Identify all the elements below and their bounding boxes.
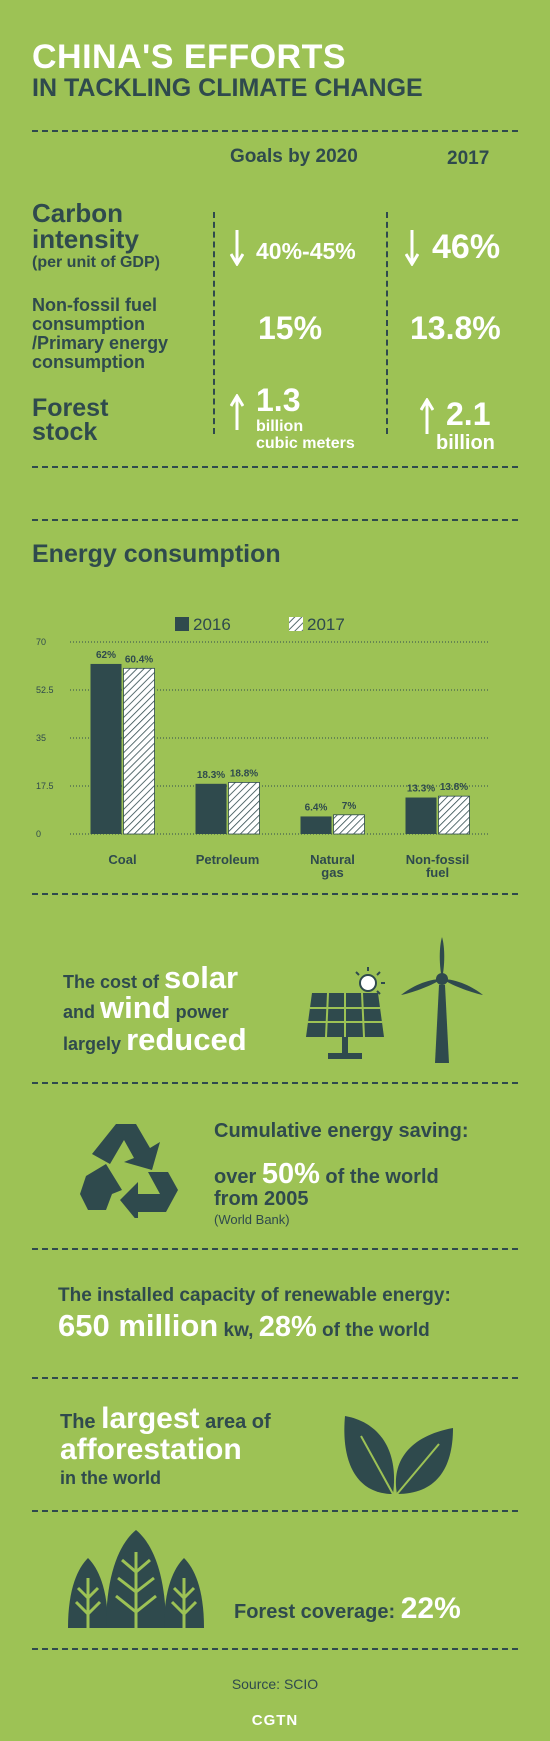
nonfossil-2017-value: 13.8%	[410, 310, 501, 346]
carbon-label-line2: intensity	[32, 224, 139, 254]
reduced-text: largely reduced	[63, 1022, 247, 1057]
bar-2017	[333, 814, 365, 835]
divider	[32, 519, 518, 521]
coverage-text: Forest coverage: 22%	[234, 1592, 461, 1625]
bar-2017	[438, 795, 470, 835]
bar-2017	[228, 782, 260, 835]
forest-goal-unit-line1: billion	[256, 418, 304, 435]
arrow-up-icon	[420, 398, 434, 434]
divider	[32, 1648, 518, 1650]
data-label: 60.4%	[125, 654, 153, 665]
x-category-label: Coal	[108, 852, 136, 867]
legend-swatch-2017	[289, 617, 303, 631]
brand-logo: CGTN	[251, 1712, 299, 1729]
bar-2016	[90, 663, 122, 834]
carbon-2017-value: 46%	[432, 228, 501, 266]
y-tick-label: 52.5	[36, 685, 54, 695]
data-label: 18.8%	[230, 768, 258, 779]
divider	[32, 1377, 518, 1379]
bar-2016	[405, 797, 437, 834]
forest-label-line2: stock	[32, 418, 98, 446]
x-category-label: Natural	[310, 852, 355, 867]
x-category-label: Petroleum	[196, 852, 260, 867]
forest-2017-unit: billion	[436, 432, 495, 454]
column-header-goals: Goals by 2020	[230, 146, 358, 167]
data-label: 6.4%	[305, 802, 328, 813]
divider	[32, 1082, 518, 1084]
solar-text: The cost of solar	[63, 960, 239, 995]
y-tick-label: 17.5	[36, 781, 54, 791]
column-header-2017: 2017	[447, 148, 490, 169]
divider	[32, 893, 518, 895]
bar-2016	[300, 816, 332, 834]
page-title: CHINA'S EFFORTS	[32, 38, 347, 76]
arrow-down-icon	[405, 230, 419, 266]
afforest-line3: in the world	[60, 1468, 161, 1488]
nonfossil-goal-value: 15%	[258, 310, 323, 346]
divider	[32, 1510, 518, 1512]
arrow-down-icon	[230, 230, 244, 266]
energy-chart: 2016 2017 0 17.5 35 52.5 70 62% 60.4% Coal 18.3…	[36, 615, 490, 880]
wind-turbine-icon	[401, 937, 483, 1063]
source-note: Source: SCIO	[231, 1676, 319, 1692]
afforest-line2: afforestation	[60, 1433, 242, 1466]
renewable-title: The installed capacity of renewable ener…	[58, 1285, 451, 1306]
afforest-line1: The largest area of	[60, 1402, 271, 1435]
carbon-sublabel: (per unit of GDP)	[32, 254, 160, 271]
forest-label-line1: Forest	[32, 394, 109, 422]
recycle-icon	[80, 1124, 178, 1218]
legend-label-2016: 2016	[193, 615, 231, 634]
column-divider	[386, 212, 388, 434]
column-divider	[213, 212, 215, 434]
solar-panel-icon	[306, 967, 385, 1059]
nonfossil-label-line4: consumption	[32, 352, 145, 372]
x-category-label: Non-fossil	[406, 852, 470, 867]
forest-2017-number: 2.1	[446, 396, 491, 432]
legend-label-2017: 2017	[307, 615, 345, 634]
data-label: 7%	[342, 801, 357, 812]
nonfossil-label-line3: /Primary energy	[32, 333, 169, 353]
x-category-label: gas	[321, 865, 343, 880]
arrow-up-icon	[230, 394, 244, 430]
divider	[32, 130, 518, 132]
page-subtitle: IN TACKLING CLIMATE CHANGE	[32, 74, 423, 102]
nonfossil-label-line2: consumption	[32, 314, 145, 334]
saving-line: over 50% of the world	[214, 1158, 439, 1190]
forest-goal-unit-line2: cubic meters	[256, 435, 355, 452]
wind-text: and wind power	[63, 990, 229, 1025]
y-tick-label: 70	[36, 637, 46, 647]
nonfossil-label-line1: Non-fossil fuel	[32, 295, 157, 315]
divider	[32, 1248, 518, 1250]
data-label: 62%	[96, 650, 116, 661]
carbon-goal-value: 40%-45%	[256, 238, 356, 264]
leaves-icon	[344, 1416, 453, 1495]
chart-title: Energy consumption	[32, 540, 281, 568]
trees-icon	[68, 1530, 204, 1638]
saving-title: Cumulative energy saving:	[214, 1120, 469, 1142]
legend-swatch-2016	[175, 617, 189, 631]
y-tick-label: 0	[36, 829, 41, 839]
bar-2016	[195, 783, 227, 834]
bar-2017	[123, 667, 155, 835]
data-label: 13.3%	[407, 784, 435, 795]
saving-year: from 2005	[214, 1188, 309, 1210]
y-tick-label: 35	[36, 733, 46, 743]
data-label: 13.8%	[440, 782, 468, 793]
divider	[32, 466, 518, 468]
x-category-label: fuel	[426, 865, 449, 880]
data-label: 18.3%	[197, 770, 225, 781]
forest-goal-number: 1.3	[256, 382, 301, 418]
saving-source: (World Bank)	[214, 1212, 290, 1227]
renewable-stats: 650 million kw, 28% of the world	[58, 1308, 430, 1343]
carbon-label-line1: Carbon	[32, 198, 123, 228]
